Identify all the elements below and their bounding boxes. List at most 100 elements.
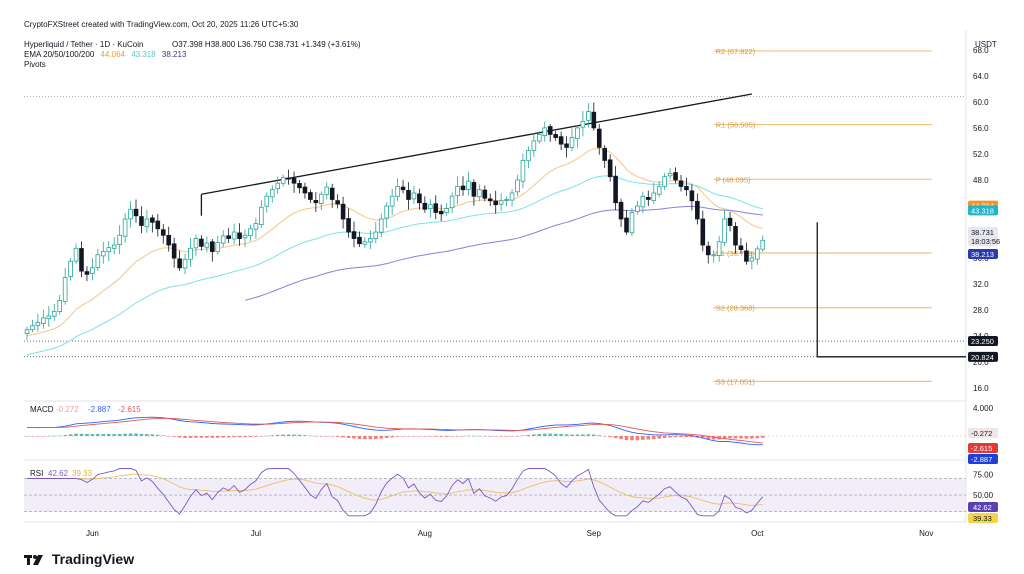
- candle-body: [629, 212, 635, 234]
- ema-legend[interactable]: EMA 20/50/100/200 44.064 43.318 38.213: [24, 50, 186, 60]
- price-tags: 44.06443.31838.73118:03:5638.21323.25020…: [968, 200, 1000, 362]
- candle-body: [302, 186, 308, 194]
- macd-histogram-bar: [428, 436, 433, 437]
- macd-histogram-bar: [483, 436, 487, 437]
- candle-body: [318, 193, 324, 204]
- candle-body: [509, 192, 515, 201]
- candle-body: [607, 159, 613, 178]
- rsi-legend-value: 39.33: [72, 469, 93, 478]
- candle-body: [520, 160, 526, 182]
- macd-histogram-bar: [444, 436, 449, 437]
- macd-histogram-bar: [548, 433, 552, 436]
- macd-histogram-bar: [379, 436, 384, 439]
- macd-histogram-bar: [624, 436, 629, 441]
- macd-histogram-bar: [646, 436, 651, 440]
- tradingview-logo-icon: [24, 555, 43, 566]
- macd-histogram-bar: [690, 436, 694, 438]
- candle-body: [329, 187, 335, 200]
- time-tick-label: Jun: [86, 529, 99, 538]
- candle-body: [635, 205, 640, 213]
- candle-body: [79, 248, 84, 272]
- macd-histogram-bar: [335, 436, 340, 437]
- macd-histogram-bar: [210, 436, 215, 438]
- macd-histogram-bar: [352, 436, 356, 439]
- candle-body: [526, 150, 531, 162]
- candle-body: [160, 229, 166, 236]
- time-tick-label: Nov: [919, 529, 933, 538]
- rsi-tick-label: 75.00: [973, 470, 994, 479]
- price-tick-label: 68.0: [973, 46, 989, 55]
- macd-histogram-bar: [319, 436, 324, 437]
- macd-histogram-bar: [96, 434, 100, 436]
- candlestick-series: [24, 102, 766, 340]
- macd-histogram-bar: [308, 435, 313, 437]
- macd-histogram-bar: [330, 436, 334, 437]
- candle-body: [68, 260, 73, 277]
- macd-histogram-bar: [314, 436, 318, 437]
- candle-body: [264, 195, 270, 207]
- macd-histogram-bar: [30, 436, 35, 437]
- macd-histogram-bar: [706, 436, 711, 440]
- candle-body: [308, 192, 313, 200]
- rsi-line: [27, 468, 764, 517]
- time-tick-label: Aug: [418, 529, 432, 538]
- symbol-title[interactable]: Hyperliquid / Tether · 1D · KuCoin: [24, 40, 144, 49]
- rsi-value-tag: [968, 502, 998, 512]
- macd-histogram-bar: [90, 434, 95, 436]
- macd-histogram-bar: [275, 434, 280, 436]
- macd-histogram-bar: [297, 434, 302, 436]
- macd-histogram-bar: [395, 436, 400, 437]
- candle-body: [646, 197, 651, 200]
- macd-histogram-bar: [679, 436, 683, 438]
- candle-body: [340, 203, 346, 220]
- macd-histogram-bar: [499, 436, 503, 437]
- pivots-legend[interactable]: Pivots: [24, 60, 46, 69]
- macd-histogram-bar: [194, 436, 198, 438]
- candle-body: [531, 140, 537, 151]
- candle-body: [705, 245, 711, 256]
- macd-histogram-bar: [205, 436, 209, 438]
- macd-histogram-bar: [79, 433, 84, 436]
- macd-histogram-bar: [363, 436, 367, 440]
- candle-body: [438, 210, 444, 215]
- macd-histogram-bar: [608, 436, 612, 437]
- rsi-title: RSI: [30, 469, 43, 478]
- candle-body: [335, 200, 340, 205]
- price-tag-label: 18:03:56: [971, 237, 1000, 246]
- candle-body: [357, 236, 362, 245]
- macd-histogram-bar: [101, 433, 106, 436]
- pivot-lines: R2 (67.822)R1 (56.505)P (48.095)S1 (36.7…: [713, 47, 932, 386]
- time-axis: Jun Jul Aug Sep Oct Nov: [86, 529, 933, 538]
- candle-body: [111, 244, 117, 249]
- candle-body: [515, 179, 520, 193]
- chart-credit: CryptoFXStreet created with TradingView.…: [24, 20, 299, 29]
- price-tag-label: 38.213: [971, 250, 994, 259]
- rsi-value-label: 39.33: [973, 514, 992, 523]
- candle-body: [537, 133, 542, 142]
- candle-body: [35, 322, 41, 326]
- macd-histogram-bar: [226, 436, 231, 438]
- candle-body: [384, 205, 389, 219]
- macd-histogram-bar: [433, 436, 438, 437]
- macd-histogram-bar: [728, 436, 732, 439]
- candle-body: [662, 176, 667, 187]
- macd-histogram-bar: [112, 434, 116, 436]
- macd-histogram-bar: [417, 436, 422, 437]
- candle-body: [651, 192, 657, 201]
- macd-value-tag: [968, 428, 998, 438]
- candle-body: [253, 223, 259, 230]
- ema-label: EMA 20/50/100/200: [24, 50, 95, 59]
- price-tag-bg: [968, 249, 998, 260]
- price-tick-label: 16.0: [973, 384, 989, 393]
- candle-body: [727, 217, 733, 226]
- macd-histogram-bar: [281, 434, 285, 436]
- candle-body: [667, 173, 673, 177]
- currency-label: USDT: [975, 40, 997, 49]
- macd-pane: MACD -0.272 -2.887 -2.615 4.000-0.272-2.615-…: [24, 404, 998, 464]
- macd-histogram-bar: [265, 435, 269, 437]
- candle-body: [84, 271, 90, 275]
- macd-histogram-bar: [592, 434, 596, 436]
- macd-histogram-bar: [657, 436, 661, 439]
- price-tick-label: 32.0: [973, 280, 989, 289]
